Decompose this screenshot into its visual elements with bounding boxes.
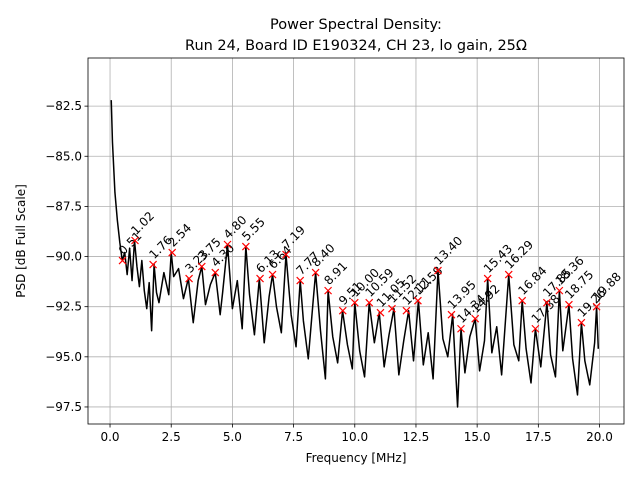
peak-marker (577, 318, 586, 327)
peak-marker (168, 248, 177, 257)
x-tick-label: 17.5 (525, 430, 552, 444)
peak-marker (565, 300, 573, 309)
y-tick-label: −85.0 (45, 149, 82, 163)
peak-marker (241, 242, 250, 251)
peak-marker (268, 270, 277, 279)
peak-marker (555, 286, 564, 295)
peak-label: 2.54 (165, 221, 194, 250)
x-tick-label: 15.0 (464, 430, 491, 444)
x-tick-label: 10.0 (341, 430, 368, 444)
peak-marker (542, 298, 551, 307)
peak-marker (402, 306, 411, 315)
y-tick-label: −87.5 (45, 199, 82, 213)
peak-marker (531, 324, 540, 333)
x-tick-label: 0.0 (100, 430, 119, 444)
y-tick-label: −95.0 (45, 350, 82, 364)
peak-marker (296, 276, 305, 285)
peak-marker (413, 296, 422, 305)
peak-label: 1.02 (128, 209, 157, 238)
peak-marker (311, 268, 320, 277)
peak-marker (447, 310, 456, 319)
peak-marker (504, 270, 513, 279)
chart-title: Run 24, Board ID E190324, CH 23, lo gain… (185, 38, 527, 54)
peak-marker (118, 256, 127, 265)
x-tick-label: 2.5 (162, 430, 181, 444)
x-tick-label: 12.5 (403, 430, 430, 444)
peak-marker (211, 268, 220, 277)
peak-marker (282, 250, 290, 259)
peak-marker (483, 274, 492, 283)
peak-marker (471, 314, 480, 323)
y-tick-label: −92.5 (45, 300, 82, 314)
peak-marker (338, 306, 347, 315)
peak-marker (324, 286, 333, 295)
peak-label: 19.88 (590, 270, 624, 304)
peak-marker (197, 262, 206, 271)
plot-frame (87, 57, 625, 425)
y-axis-label: PSD [dB Full Scale] (14, 184, 28, 298)
peak-marker (457, 324, 465, 333)
y-tick-label: −90.0 (45, 250, 82, 264)
peak-label: 8.91 (321, 259, 350, 288)
peak-marker (149, 260, 158, 269)
x-axis-label: Frequency [MHz] (306, 451, 407, 465)
peak-marker (223, 240, 232, 249)
y-tick-label: −82.5 (45, 99, 82, 113)
peak-marker (388, 304, 396, 313)
peak-marker (592, 302, 601, 311)
y-tick-label: −97.5 (45, 400, 82, 414)
x-tick-label: 20.0 (586, 430, 613, 444)
peak-marker (256, 274, 264, 283)
peak-marker (365, 298, 374, 307)
peak-marker (131, 236, 139, 245)
peak-marker (434, 266, 442, 275)
peak-marker (518, 296, 527, 305)
peak-label: 13.40 (431, 234, 465, 268)
peak-marker (376, 308, 385, 317)
x-tick-label: 7.5 (284, 430, 303, 444)
peak-marker (185, 274, 194, 283)
chart-title: Power Spectral Density: (270, 17, 442, 33)
peak-marker (350, 298, 359, 307)
x-tick-label: 5.0 (223, 430, 242, 444)
